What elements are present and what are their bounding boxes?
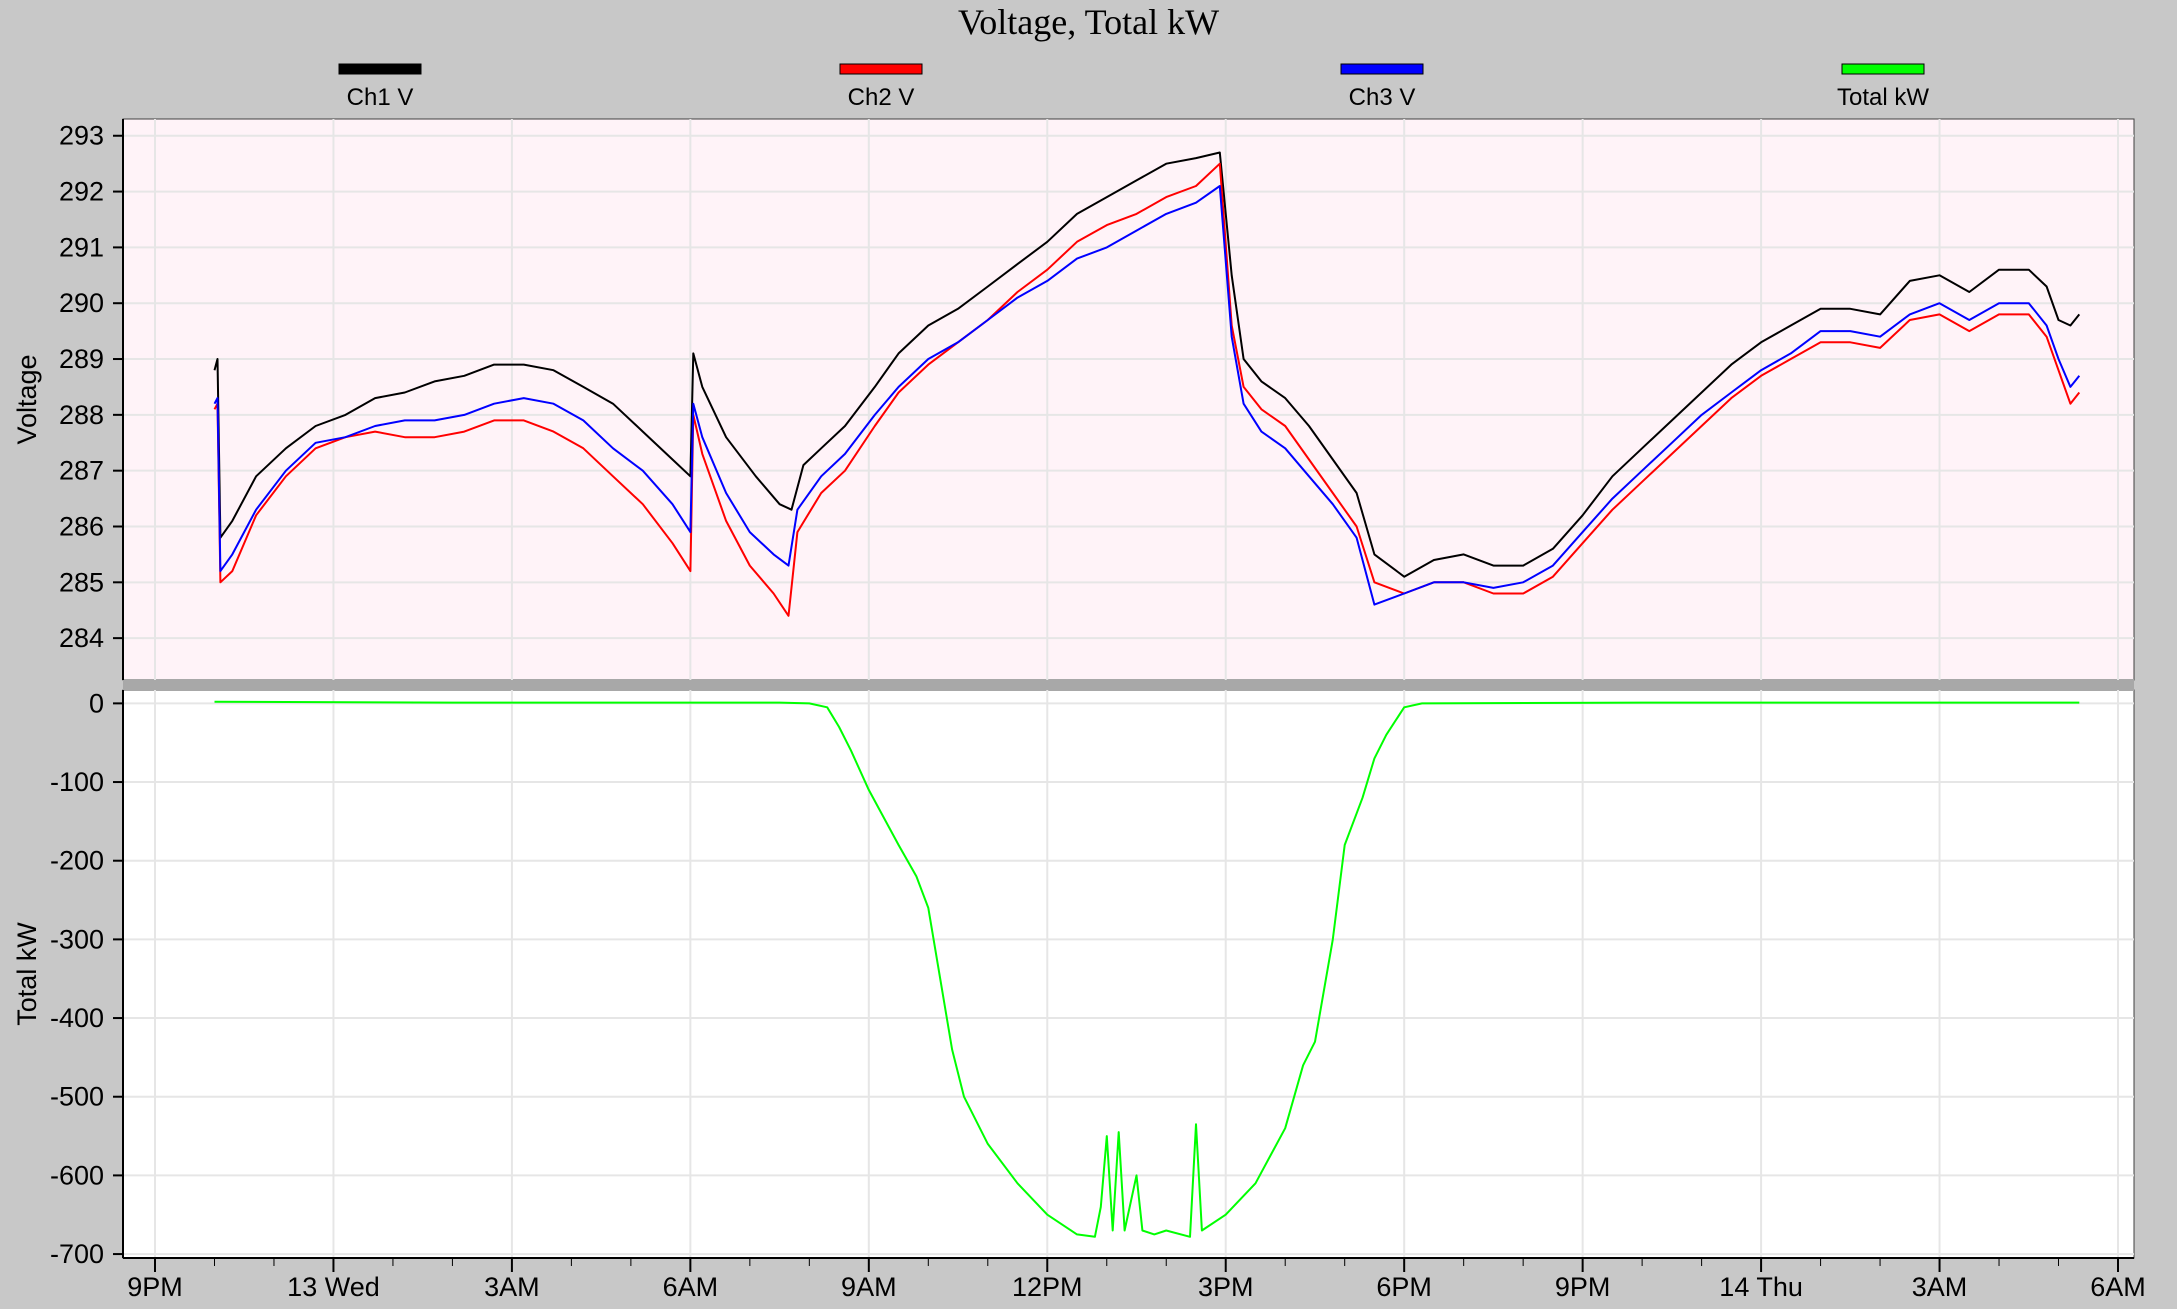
legend-label-ch3-v: Ch3 V <box>1349 84 1416 111</box>
series-line-ch2-v <box>213 162 2081 617</box>
y-tick-label: 289 <box>59 344 104 374</box>
y-axis-label-total-kw: Total kW <box>12 922 42 1026</box>
legend-swatch-ch1-v <box>338 63 422 75</box>
x-tick-label: 9PM <box>1555 1272 1611 1302</box>
y-tick-label: -400 <box>50 1003 104 1033</box>
y-tick-label: -500 <box>50 1082 104 1112</box>
y-tick-label: 286 <box>59 511 104 541</box>
y-tick-label: -700 <box>50 1239 104 1269</box>
x-tick-label: 6AM <box>2090 1272 2146 1302</box>
y-tick-label: 291 <box>59 232 104 262</box>
y-tick-label: -200 <box>50 846 104 876</box>
kw-plot-area <box>122 689 2135 1259</box>
y-tick-label: 284 <box>59 623 104 653</box>
pane-splitter[interactable] <box>123 679 2134 691</box>
y-tick-label: 0 <box>89 688 104 718</box>
voltage-plot-area <box>122 118 2135 681</box>
y-tick-label: -100 <box>50 767 104 797</box>
axes: 9PM 13 Wed 3AM 6AM 9AM 12PM 3PM 6PM 9PM 14 Thu 3AM… <box>12 119 2146 1302</box>
y-tick-label: 288 <box>59 400 104 430</box>
legend-label-ch2-v: Ch2 V <box>848 84 915 111</box>
legend: Ch1 V Ch2 V Ch3 V Total kW <box>338 63 1929 111</box>
x-tick-label: 12PM <box>1012 1272 1083 1302</box>
series-line-total-kw <box>214 700 2080 1238</box>
legend-swatch-total-kw <box>1841 63 1925 75</box>
legend-label-total-kw: Total kW <box>1837 84 1929 111</box>
legend-swatch-ch3-v <box>1340 63 1424 75</box>
x-tick-label: 3AM <box>1912 1272 1968 1302</box>
x-tick-label: 9AM <box>841 1272 897 1302</box>
x-tick-label: 9PM <box>127 1272 183 1302</box>
y-tick-label: 292 <box>59 177 104 207</box>
x-tick-label: 6PM <box>1376 1272 1432 1302</box>
legend-swatch-ch2-v <box>839 63 923 75</box>
x-tick-label: 3AM <box>484 1272 540 1302</box>
y-tick-label: 293 <box>59 121 104 151</box>
series-line-ch1-v <box>213 151 2081 578</box>
vertical-gridlines <box>154 119 2119 1258</box>
series-layer <box>213 151 2081 1238</box>
y-tick-label: 285 <box>59 567 104 597</box>
x-tick-label: 14 Thu <box>1719 1272 1803 1302</box>
legend-label-ch1-v: Ch1 V <box>347 84 414 111</box>
chart-title: Voltage, Total kW <box>957 2 1220 42</box>
x-tick-label: 13 Wed <box>287 1272 380 1302</box>
series-line-ch3-v <box>213 185 2081 606</box>
x-tick-label: 3PM <box>1198 1272 1254 1302</box>
y-tick-label: 290 <box>59 288 104 318</box>
y-tick-label: -600 <box>50 1160 104 1190</box>
x-tick-label: 6AM <box>663 1272 719 1302</box>
y-tick-label: 287 <box>59 456 104 486</box>
y-tick-label: -300 <box>50 924 104 954</box>
y-axis-label-voltage: Voltage <box>12 354 42 444</box>
